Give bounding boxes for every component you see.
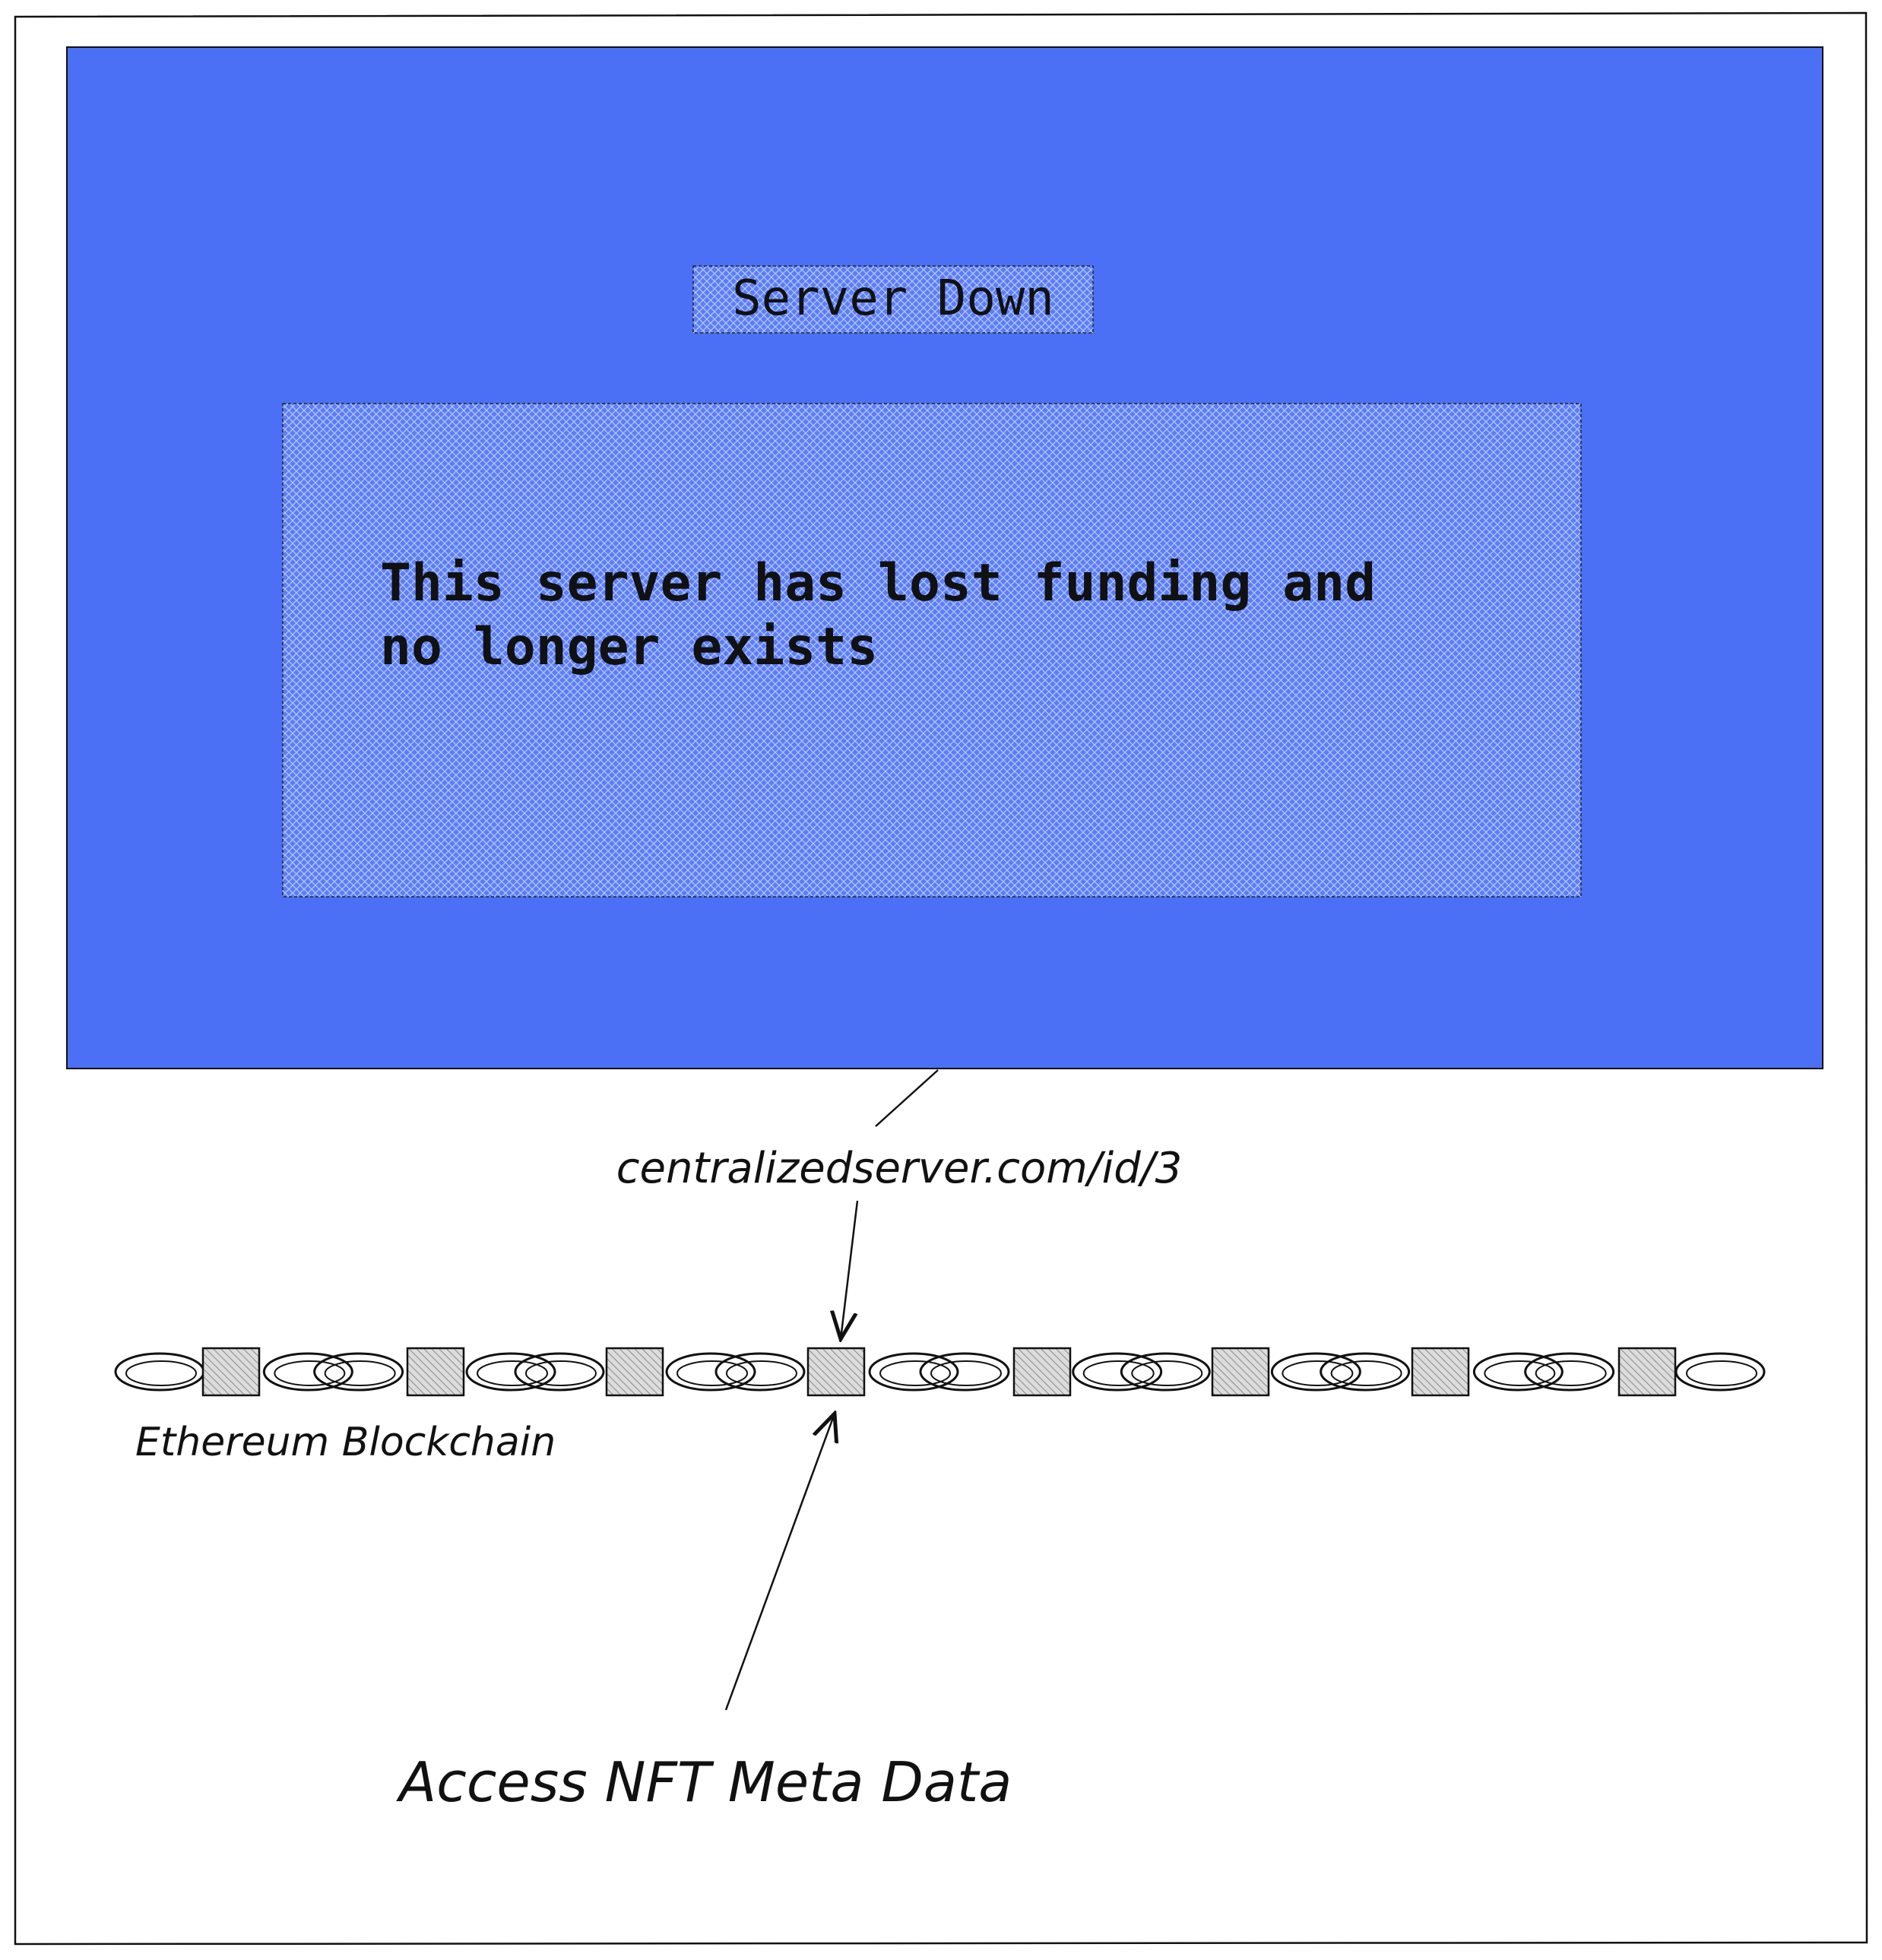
- server-message-line-2: no longer exists: [380, 617, 878, 677]
- chain-link: [1676, 1354, 1764, 1390]
- server-message-line-1: This server has lost funding and: [380, 553, 1376, 613]
- chain-link: [870, 1354, 958, 1390]
- ethereum-blockchain: [116, 1348, 1764, 1395]
- url-arrow: [841, 1201, 857, 1339]
- chain-link: [1272, 1354, 1360, 1390]
- nft-block: [808, 1348, 864, 1395]
- block: [407, 1348, 464, 1395]
- chain-link: [667, 1354, 755, 1390]
- block: [203, 1348, 259, 1395]
- chain-link: [716, 1354, 804, 1390]
- chain-link: [467, 1354, 555, 1390]
- chain-link: [1073, 1354, 1161, 1390]
- url-label: centralizedserver.com/id/3: [616, 1144, 1183, 1193]
- blockchain-label: Ethereum Blockchain: [135, 1420, 556, 1465]
- chain-link: [1121, 1354, 1209, 1390]
- access-arrow: [726, 1414, 835, 1710]
- chain-link: [1321, 1354, 1409, 1390]
- chain-link: [920, 1354, 1009, 1390]
- block: [1412, 1348, 1469, 1395]
- access-label: Access NFT Meta Data: [396, 1750, 1012, 1814]
- server-title: Server Down: [732, 271, 1054, 327]
- chain-link: [1526, 1354, 1614, 1390]
- block: [1014, 1348, 1070, 1395]
- chain-link: [1474, 1354, 1562, 1390]
- block: [1212, 1348, 1269, 1395]
- block: [607, 1348, 663, 1395]
- chain-link: [515, 1354, 604, 1390]
- chain-link: [315, 1354, 403, 1390]
- block: [1619, 1348, 1675, 1395]
- chain-link: [116, 1354, 204, 1390]
- chain-link: [264, 1354, 352, 1390]
- url-connector-line: [876, 1070, 938, 1126]
